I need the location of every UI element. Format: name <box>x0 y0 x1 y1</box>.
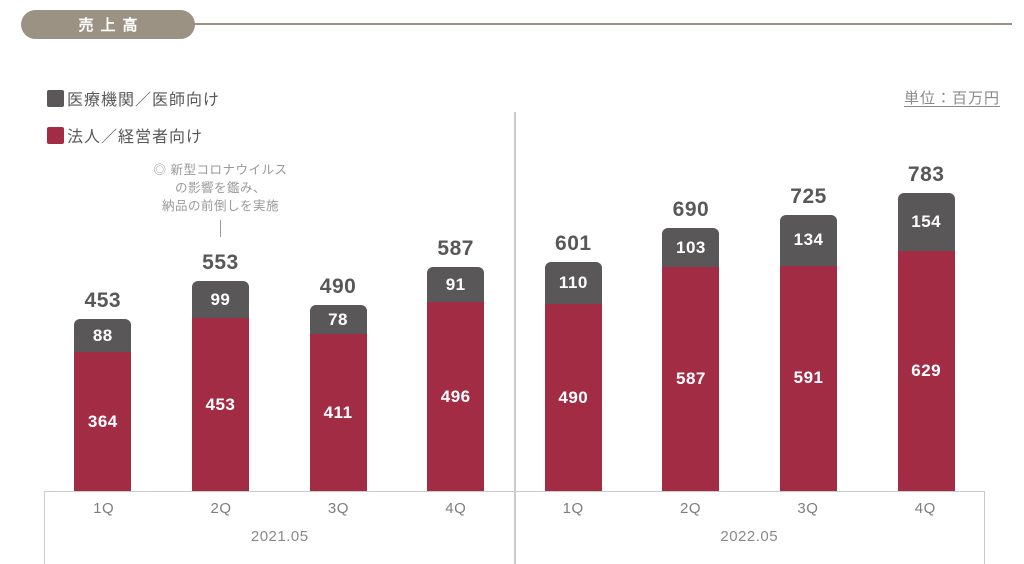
axis-group-2021: 1Q 2Q 3Q 4Q 2021.05 <box>45 492 515 564</box>
x-axis: 1Q 2Q 3Q 4Q 2021.05 1Q 2Q 3Q 4Q 2022.05 <box>44 491 985 564</box>
bar-segment: 490 <box>544 304 602 491</box>
bar-group-2022: 601 110 490 690 103 587 725 134 591 783 154 629 <box>515 0 986 491</box>
stacked-bar: 134 591 <box>780 214 838 491</box>
group-divider-line <box>514 112 516 564</box>
stacked-bar: 110 490 <box>544 262 602 491</box>
annotation-line: 納品の前倒しを実施 <box>161 198 279 213</box>
quarter-label-row: 1Q 2Q 3Q 4Q <box>45 500 515 517</box>
bar-column-1q-2021.05: 453 88 364 <box>44 289 161 491</box>
bar-column-4q-2021.05: 587 91 496 <box>397 237 514 491</box>
bar-segment: 154 <box>897 192 955 252</box>
bar-total-label: 587 <box>437 237 474 261</box>
bar-segment: 134 <box>780 214 838 266</box>
legend-swatch-gray <box>47 89 64 107</box>
bar-segment: 91 <box>427 267 485 302</box>
bar-segment: 364 <box>74 352 132 491</box>
bar-column-3q-2022.05: 725 134 591 <box>750 185 867 491</box>
quarter-label: 1Q <box>562 500 584 517</box>
quarter-label: 1Q <box>93 500 115 517</box>
annotation-line: の影響を鑑み、 <box>174 180 266 195</box>
plot-area: 453 88 364 553 99 453 490 78 411 587 91 496 601 110 4… <box>44 0 985 491</box>
legend-label: 法人／経営者向け <box>67 129 204 146</box>
bar-column-2q-2021.05: 553 99 453 <box>162 251 279 491</box>
bar-total-label: 490 <box>319 274 357 298</box>
quarter-label: 3Q <box>327 500 349 517</box>
bar-total-label: 601 <box>555 232 592 256</box>
stacked-bar: 88 364 <box>74 318 132 491</box>
legend-item-corporate: 法人／経営者向け <box>47 123 220 147</box>
chart-legend: 医療機関／医師向け 法人／経営者向け <box>47 86 220 160</box>
bar-total-label: 783 <box>907 162 945 186</box>
bar-column-1q-2022.05: 601 110 490 <box>515 232 632 491</box>
legend-swatch-red <box>47 126 64 144</box>
bar-column-4q-2022.05: 783 154 629 <box>868 163 985 491</box>
header-rule <box>192 23 1012 25</box>
stacked-bar: 99 453 <box>191 280 249 491</box>
annotation-line: ◎ 新型コロナウイルス <box>153 163 288 177</box>
stacked-bar: 154 629 <box>897 192 955 491</box>
bar-segment: 629 <box>897 251 955 491</box>
bar-segment: 103 <box>662 228 720 268</box>
bar-segment: 110 <box>544 262 602 305</box>
bar-segment: 591 <box>780 265 838 491</box>
bar-segment: 88 <box>74 318 132 353</box>
bar-column-2q-2022.05: 690 103 587 <box>632 198 749 491</box>
quarter-label: 4Q <box>445 500 467 517</box>
bar-group-2021: 453 88 364 553 99 453 490 78 411 587 91 496 <box>44 0 515 491</box>
quarter-label: 3Q <box>797 500 819 517</box>
bar-segment: 587 <box>662 267 720 491</box>
section-title-pill: 売上高 <box>21 10 195 39</box>
bar-segment: 453 <box>191 318 249 491</box>
fiscal-year-label: 2022.05 <box>720 528 779 545</box>
bar-total-label: 690 <box>672 198 710 222</box>
bar-segment: 496 <box>427 302 485 491</box>
legend-item-medical: 医療機関／医師向け <box>47 86 220 110</box>
bar-column-3q-2021.05: 490 78 411 <box>280 275 397 491</box>
quarter-label-row: 1Q 2Q 3Q 4Q <box>515 500 985 517</box>
bar-total-label: 453 <box>84 288 122 312</box>
bar-segment: 411 <box>309 334 367 491</box>
fiscal-year-label: 2021.05 <box>250 528 309 545</box>
bar-total-label: 725 <box>790 184 827 208</box>
unit-label: 単位：百万円 <box>903 90 1000 107</box>
stacked-bar: 103 587 <box>662 228 720 491</box>
axis-group-2022: 1Q 2Q 3Q 4Q 2022.05 <box>515 492 985 564</box>
stacked-bar: 78 411 <box>309 304 367 491</box>
quarter-label: 2Q <box>680 500 702 517</box>
annotation-pointer-line <box>219 220 222 238</box>
bar-segment: 99 <box>191 280 249 319</box>
bar-total-label: 553 <box>202 250 239 274</box>
quarter-label: 4Q <box>914 500 936 517</box>
stacked-bar: 91 496 <box>427 267 485 491</box>
legend-label: 医療機関／医師向け <box>67 92 221 109</box>
page-title: 売上高 <box>78 17 145 34</box>
bar-segment: 78 <box>309 304 367 335</box>
covid-annotation: ◎ 新型コロナウイルス の影響を鑑み、 納品の前倒しを実施 <box>110 162 331 238</box>
quarter-label: 2Q <box>210 500 232 517</box>
